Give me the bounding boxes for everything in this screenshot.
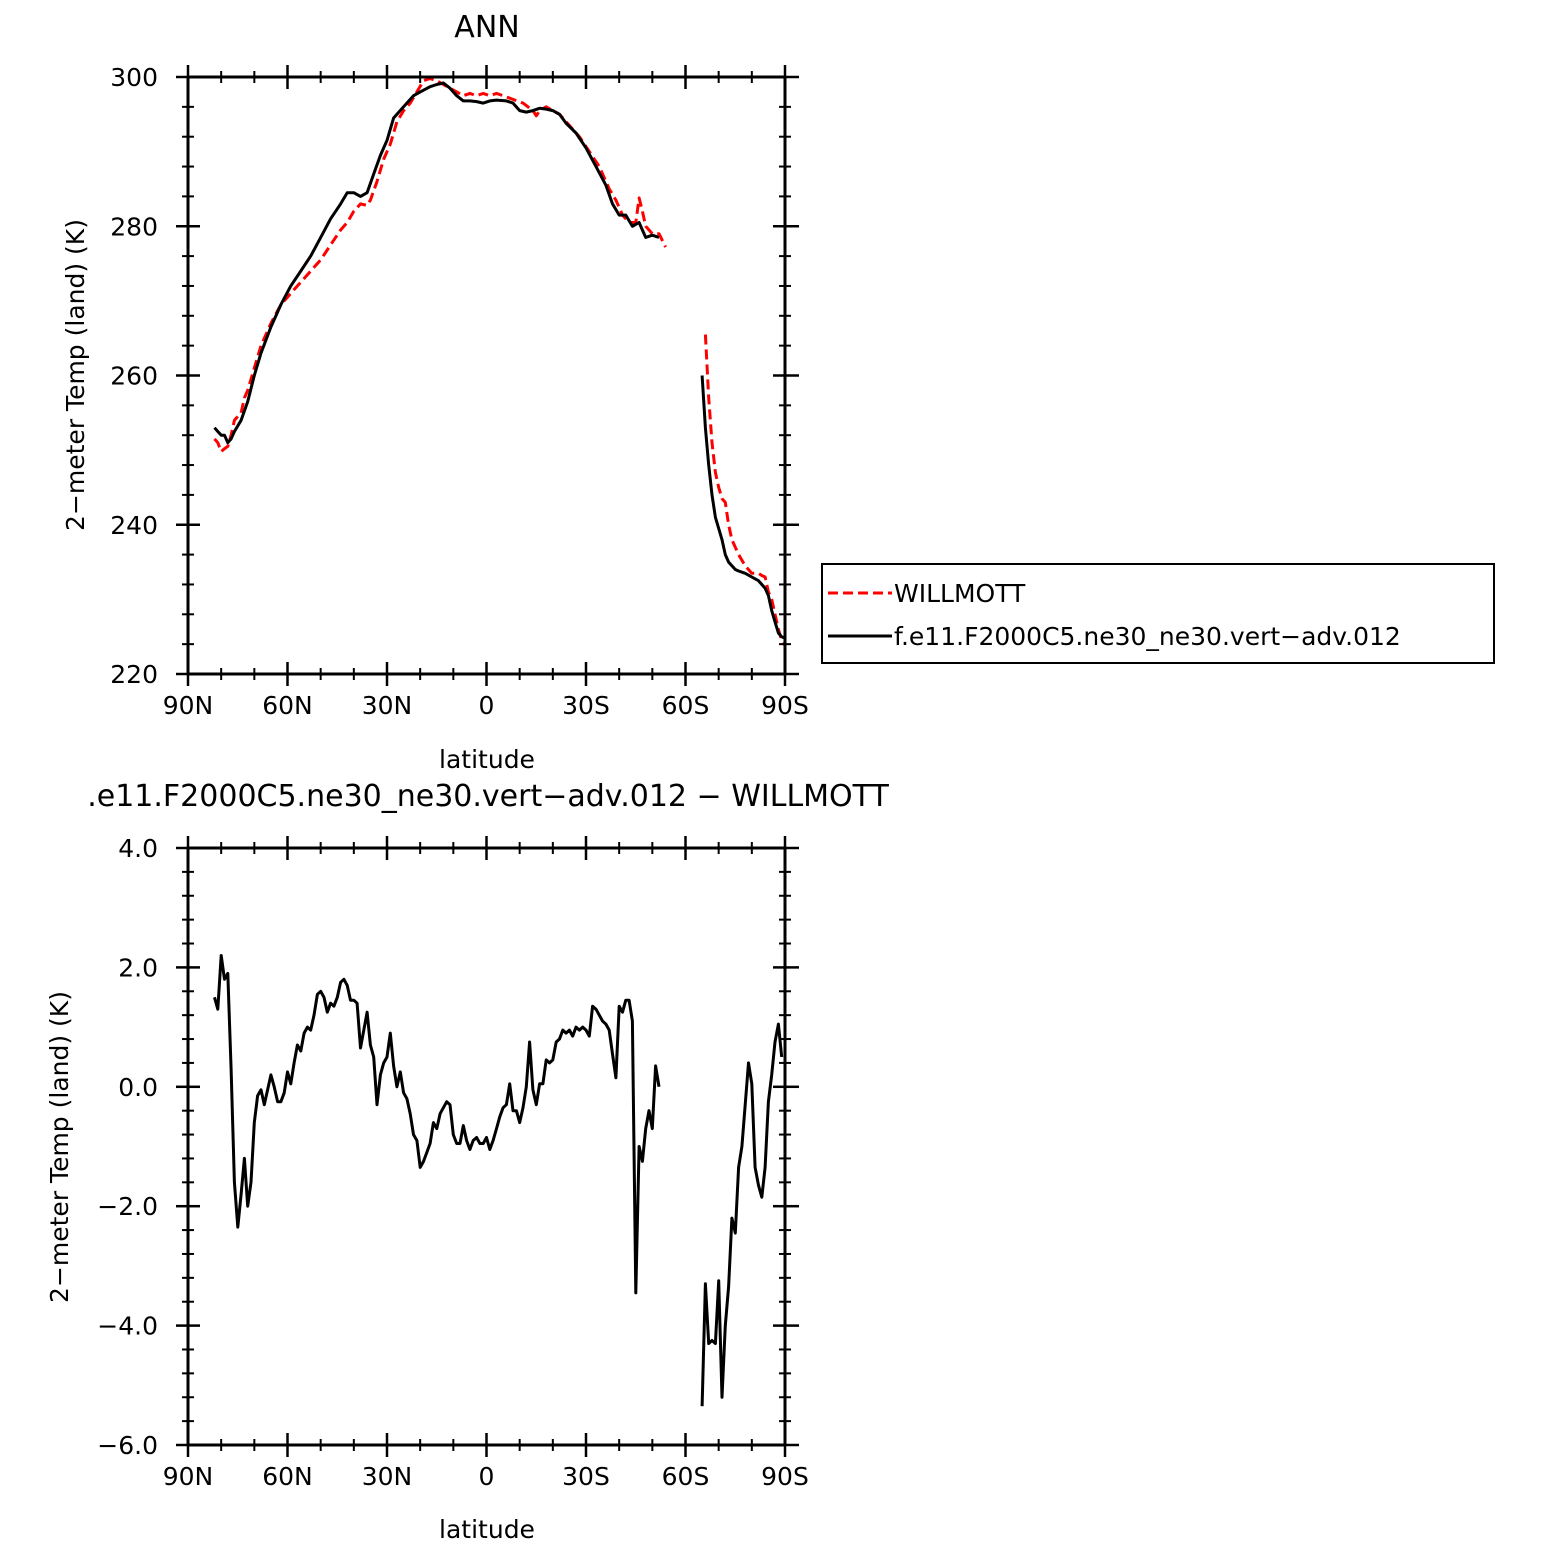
bottom-axes: 90N 60N 30N 0 30S 60S 90S 4.0 2.0 0.0 −2.0 −4.0 −6.0 xyxy=(97,834,809,1491)
bottom-x-axis-label: latitude xyxy=(439,1515,535,1544)
top-panel: ANN 90N 60N 30N 0 30S 60S 90S 300 280 260 240 220 l… xyxy=(61,10,809,774)
legend: WILLMOTT f.e11.F2000C5.ne30_ne30.vert−ad… xyxy=(821,563,1495,664)
top-x-axis-label: latitude xyxy=(439,745,535,774)
bottom-x-tick-label-4: 30S xyxy=(562,1462,610,1491)
top-x-tick-label-0: 90N xyxy=(163,691,214,720)
top-y-tick-label-1: 280 xyxy=(110,212,158,241)
top-axes: 90N 60N 30N 0 30S 60S 90S 300 280 260 240 220 xyxy=(110,63,809,720)
bottom-x-tick-label-0: 90N xyxy=(163,1462,214,1491)
top-series-1-line-segment-0 xyxy=(213,81,660,445)
bottom-chart-title: .e11.F2000C5.ne30_ne30.vert−adv.012 − WI… xyxy=(87,779,889,814)
bottom-x-tick-label-5: 60S xyxy=(662,1462,710,1491)
bottom-y-tick-label-1: 2.0 xyxy=(118,953,158,982)
top-x-tick-label-2: 30N xyxy=(362,691,413,720)
top-series-0-line-segment-0 xyxy=(213,77,667,454)
top-y-tick-label-0: 300 xyxy=(110,63,158,92)
legend-label-willmott: WILLMOTT xyxy=(894,579,1026,608)
top-x-tick-label-1: 60N xyxy=(262,691,313,720)
top-x-tick-label-3: 0 xyxy=(479,691,495,720)
bottom-x-tick-label-2: 30N xyxy=(362,1462,413,1491)
top-series-group xyxy=(213,77,787,647)
top-plot-frame xyxy=(186,75,787,676)
bottom-x-tick-label-3: 0 xyxy=(479,1462,495,1491)
top-series-1-line-segment-1 xyxy=(700,375,786,640)
top-x-tick-label-6: 90S xyxy=(761,691,809,720)
bottom-y-axis-label: 2−meter Temp (land) (K) xyxy=(45,991,74,1303)
legend-box xyxy=(821,563,1495,664)
top-chart-title: ANN xyxy=(454,10,519,45)
top-y-axis-label: 2−meter Temp (land) (K) xyxy=(61,219,90,531)
bottom-y-tick-label-0: 4.0 xyxy=(118,834,158,863)
bottom-plot-frame xyxy=(186,846,787,1447)
bottom-series-0-line-segment-0 xyxy=(213,954,661,1295)
bottom-y-tick-label-3: −2.0 xyxy=(97,1192,158,1221)
bottom-series-group xyxy=(213,954,784,1407)
top-y-tick-label-4: 220 xyxy=(110,660,158,689)
bottom-panel: .e11.F2000C5.ne30_ne30.vert−adv.012 − WI… xyxy=(45,779,889,1544)
bottom-y-tick-label-2: 0.0 xyxy=(118,1073,158,1102)
bottom-x-tick-label-1: 60N xyxy=(262,1462,313,1491)
legend-label-model: f.e11.F2000C5.ne30_ne30.vert−adv.012 xyxy=(894,622,1401,651)
bottom-y-tick-label-4: −4.0 xyxy=(97,1312,158,1341)
top-y-tick-label-3: 240 xyxy=(110,511,158,540)
top-series-0-line-segment-1 xyxy=(703,334,787,647)
top-y-tick-label-2: 260 xyxy=(110,362,158,391)
top-x-tick-label-5: 60S xyxy=(662,691,710,720)
top-x-tick-label-4: 30S xyxy=(562,691,610,720)
bottom-x-tick-label-6: 90S xyxy=(761,1462,809,1491)
bottom-series-0-line-segment-1 xyxy=(700,1022,784,1407)
bottom-y-tick-label-5: −6.0 xyxy=(97,1431,158,1460)
